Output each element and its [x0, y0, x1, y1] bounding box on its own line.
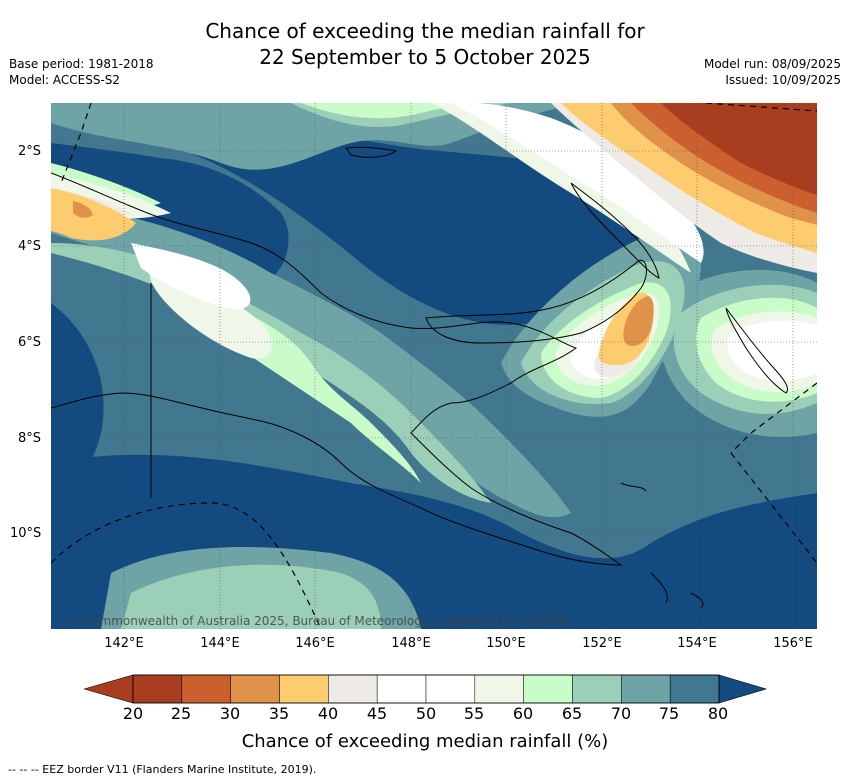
cbar-tick-80: 80 [707, 704, 729, 723]
islands-southeast [620, 482, 704, 609]
contour-35-nw [51, 188, 136, 241]
eez-south [51, 502, 322, 629]
new-guinea-coast [51, 172, 623, 566]
colorbar-outline [132, 674, 720, 704]
copyright-notice: © Commonwealth of Australia 2025, Bureau… [68, 614, 574, 628]
rainfall-map [51, 103, 817, 629]
lon-label-146e: 146°E [295, 636, 335, 651]
lat-label-4s: 4°S [18, 239, 42, 254]
colorbar-title: Chance of exceeding median rainfall (%) [241, 731, 609, 752]
contour-30-nw [73, 201, 93, 218]
cbar-tick-45: 45 [366, 704, 388, 723]
colorbar-cell-70-75 [621, 674, 671, 704]
colorbar [84, 674, 768, 704]
lat-label-2s: 2°S [18, 144, 42, 159]
cbar-tick-20: 20 [122, 704, 144, 723]
cbar-tick-50: 50 [415, 704, 437, 723]
cbar-tick-25: 25 [170, 704, 192, 723]
colorbar-arrow-left [84, 674, 134, 704]
model-run: Model run: 08/09/2025 [703, 57, 841, 71]
colorbar-cell-55-60 [474, 674, 524, 704]
rainfall-map-svg [51, 103, 817, 629]
contour-65-mainland [51, 243, 491, 503]
eez-northeast [705, 103, 817, 112]
lon-label-156e: 156°E [773, 636, 813, 651]
eez-borders [51, 103, 817, 629]
lat-label-6s: 6°S [18, 335, 42, 350]
eez-footnote: -- -- -- EEZ border V11 (Flanders Marine… [8, 763, 317, 776]
contour-70-north [51, 103, 581, 170]
contour-70-mainland [51, 210, 571, 518]
base-period: Base period: 1981-2018 [9, 57, 154, 71]
coastlines [51, 146, 788, 609]
lon-label-144e: 144°E [200, 636, 240, 651]
contour-50-ne [727, 320, 817, 382]
contour-65-sw [121, 564, 381, 629]
lon-label-152e: 152°E [582, 636, 622, 651]
contour-80-central [161, 131, 643, 325]
eez-north [60, 103, 92, 184]
contour-20-north [661, 103, 817, 195]
colorbar-cell-20-25 [132, 674, 183, 704]
colorbar-cell-40-45 [328, 674, 378, 704]
lon-label-148e: 148°E [391, 636, 431, 651]
lon-label-150e: 150°E [486, 636, 526, 651]
cbar-tick-70: 70 [610, 704, 632, 723]
cbar-tick-35: 35 [268, 704, 290, 723]
lon-label-154e: 154°E [677, 636, 717, 651]
colorbar-cell-45-50 [376, 674, 427, 704]
issued-date: Issued: 10/09/2025 [725, 73, 841, 87]
meta-right: Model run: 08/09/2025 Issued: 10/09/2025 [704, 56, 841, 88]
colorbar-cell-65-70 [572, 674, 622, 704]
contour-80-west [51, 303, 104, 503]
colorbar-cell-75-80 [669, 674, 720, 704]
lat-label-8s: 8°S [18, 431, 42, 446]
bougainville-coast [725, 307, 788, 394]
cbar-tick-75: 75 [658, 704, 680, 723]
title-line-1: Chance of exceeding the median rainfall … [205, 19, 645, 43]
map-title: Chance of exceeding the median rainfall … [0, 18, 850, 70]
colorbar-arrow-right [718, 674, 768, 704]
lon-label-142e: 142°E [104, 636, 144, 651]
eez-east2 [730, 452, 817, 564]
cbar-tick-30: 30 [219, 704, 241, 723]
new-ireland-coast [570, 182, 660, 279]
graticule [51, 103, 817, 629]
title-line-2: 22 September to 5 October 2025 [259, 45, 591, 69]
contour-80-southwest [471, 523, 581, 629]
colorbar-cells [132, 674, 720, 704]
contour-30-east [623, 296, 654, 346]
lat-label-10s: 10°S [10, 526, 42, 541]
colorbar-cell-30-35 [230, 674, 280, 704]
cbar-tick-60: 60 [512, 704, 534, 723]
eez-east [730, 382, 817, 454]
model-name: Model: ACCESS-S2 [9, 73, 121, 87]
colorbar-cell-35-40 [279, 674, 329, 704]
meta-left: Base period: 1981-2018 Model: ACCESS-S2 [9, 56, 154, 88]
manus-coast [345, 146, 398, 158]
new-britain-coast [425, 260, 647, 344]
cbar-tick-55: 55 [463, 704, 485, 723]
colorbar-cell-60-65 [523, 674, 573, 704]
cbar-tick-65: 65 [561, 704, 583, 723]
cbar-tick-40: 40 [317, 704, 339, 723]
contour-50-mainland [131, 243, 251, 310]
colorbar-cell-25-30 [181, 674, 231, 704]
colorbar-cell-50-55 [425, 674, 476, 704]
